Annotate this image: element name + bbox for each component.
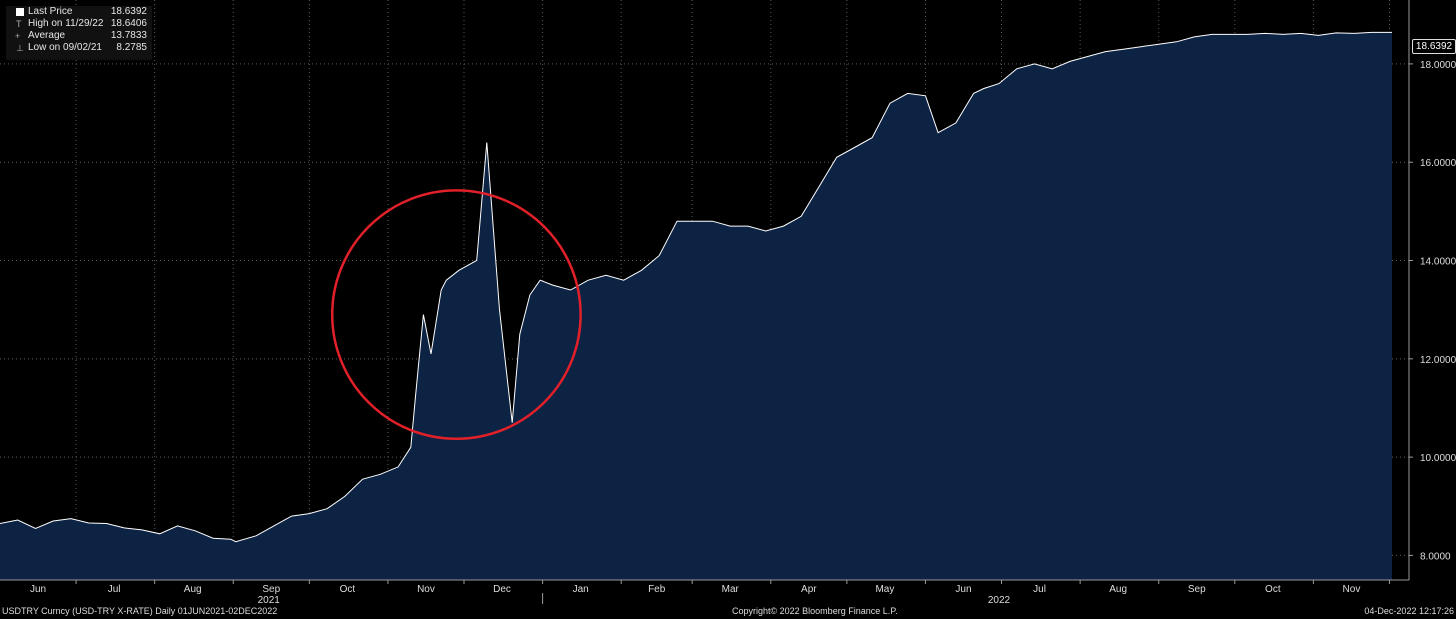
y-tick-label: 10.0000 — [1420, 453, 1456, 464]
footer: USDTRY Curncy (USD-TRY X-RATE) Daily 01J… — [0, 604, 1456, 619]
price-line — [0, 31, 1392, 543]
x-tick-label: Dec — [493, 584, 511, 595]
x-year-label: 2022 — [988, 595, 1011, 606]
price-area-fill — [0, 32, 1392, 580]
highlight-circle — [330, 189, 582, 441]
x-tick-label: Aug — [1109, 584, 1127, 595]
security-description: USDTRY Curncy (USD-TRY X-RATE) Daily 01J… — [2, 606, 278, 616]
legend-label: Low on 09/02/21 — [28, 42, 102, 53]
last-price-tag: 18.6392 — [1412, 39, 1456, 54]
x-tick-label: Sep — [262, 584, 280, 595]
legend-value: 18.6406 — [110, 18, 147, 29]
legend-label: High on 11/29/22 — [28, 18, 104, 29]
x-tick-label: Nov — [1343, 584, 1361, 595]
y-tick-label: 12.0000 — [1420, 355, 1456, 366]
legend-value: 13.7833 — [110, 30, 147, 41]
x-tick-label: Sep — [1188, 584, 1206, 595]
x-tick-label: Jun — [955, 584, 971, 595]
x-tick-label: Nov — [417, 584, 435, 595]
x-tick-label: Jul — [108, 584, 121, 595]
high-marker-icon: T — [16, 19, 22, 29]
y-tick-label: 16.0000 — [1420, 158, 1456, 169]
legend-value: 8.2785 — [116, 42, 147, 53]
x-axis: Jun Jul Aug Sep Oct Nov Dec Jan Feb Mar Apr May Jun J… — [30, 580, 1390, 606]
x-tick-label: Apr — [801, 584, 817, 595]
x-tick-label: Oct — [340, 584, 356, 595]
timestamp: 04-Dec-2022 12:17:26 — [1364, 606, 1454, 616]
legend-item-last-price: Last Price 18.6392 — [6, 6, 152, 18]
x-tick-label: Jul — [1033, 584, 1046, 595]
legend-item-high: T High on 11/29/22 18.6406 — [6, 18, 152, 30]
legend-label: Average — [28, 30, 66, 41]
average-marker-icon: + — [15, 31, 21, 41]
copyright-text: Copyright© 2022 Bloomberg Finance L.P. — [732, 606, 898, 616]
legend-item-average: + Average 13.7833 — [6, 30, 152, 42]
x-tick-label: Jan — [573, 584, 589, 595]
legend: Last Price 18.6392 T High on 11/29/22 18… — [6, 6, 152, 60]
x-year-label: 2021 — [258, 595, 281, 606]
y-axis: 8.0000 10.0000 12.0000 14.0000 16.0000 18.000… — [1409, 60, 1456, 562]
legend-label: Last Price — [28, 6, 73, 17]
y-tick-label: 18.0000 — [1420, 60, 1456, 71]
x-tick-label: Feb — [648, 584, 666, 595]
legend-item-low: ⊥ Low on 09/02/21 8.2785 — [6, 42, 152, 54]
y-tick-label: 8.0000 — [1420, 551, 1451, 562]
x-tick-label: Jun — [30, 584, 46, 595]
legend-square-icon — [16, 8, 24, 16]
x-tick-label: Aug — [184, 584, 202, 595]
low-marker-icon: ⊥ — [16, 43, 24, 53]
legend-value: 18.6392 — [110, 6, 147, 17]
x-tick-label: Mar — [722, 584, 740, 595]
x-tick-label: May — [875, 584, 894, 595]
x-tick-label: Oct — [1265, 584, 1281, 595]
y-tick-label: 14.0000 — [1420, 257, 1456, 268]
